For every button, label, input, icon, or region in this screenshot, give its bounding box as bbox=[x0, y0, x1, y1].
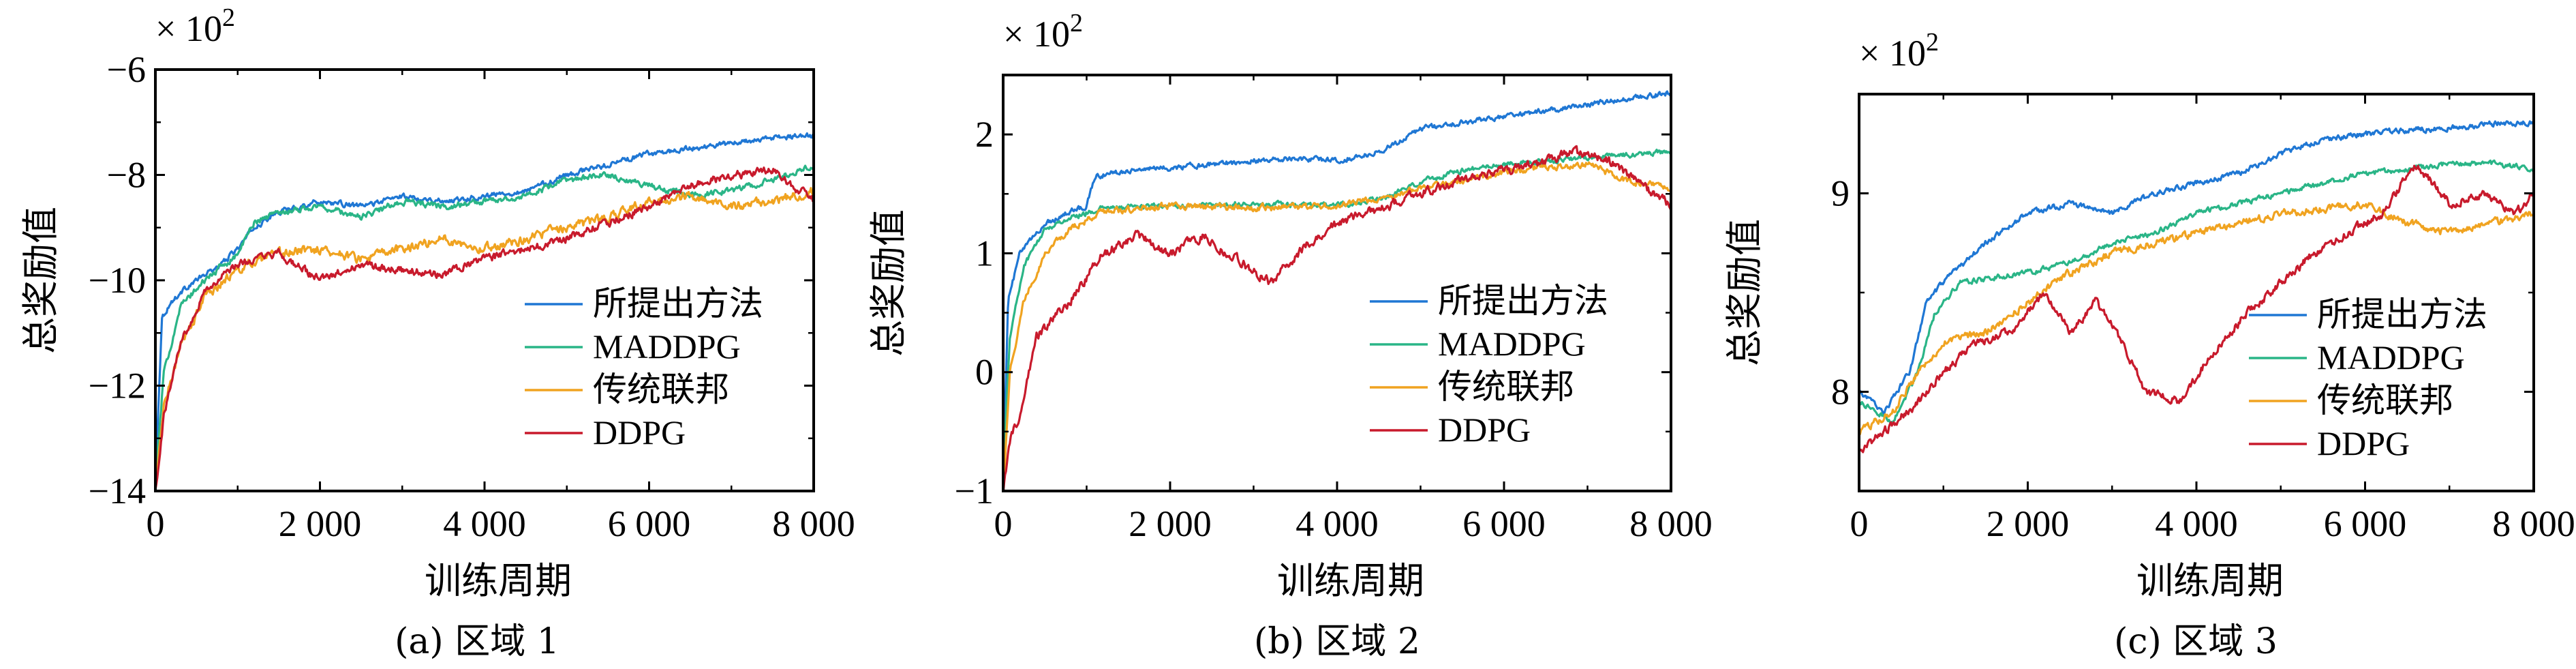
y-axis-title: 总奖励值 bbox=[1723, 219, 1766, 366]
panel-caption: (b) 区域 2 bbox=[1254, 621, 1420, 662]
x-axis-title: 训练周期 bbox=[425, 559, 572, 602]
legend-label: 传统联邦 bbox=[593, 370, 729, 409]
series-line-1 bbox=[1003, 90, 1671, 481]
y-tick-label: 2 bbox=[975, 114, 994, 155]
y-tick-label: −1 bbox=[955, 471, 994, 511]
x-tick-label: 0 bbox=[147, 503, 165, 544]
x-tick-label: 4 000 bbox=[443, 503, 526, 544]
y-tick-label: −8 bbox=[107, 155, 146, 196]
x-tick-label: 4 000 bbox=[1295, 503, 1379, 544]
series-line-3 bbox=[1003, 161, 1671, 491]
y-tick-label: 9 bbox=[1831, 173, 1850, 214]
legend-label: 所提出方法 bbox=[2317, 295, 2487, 334]
chart-panel-3: 0 2 000 4 000 6 000 8 000 8 9 × 102 训练周期 总奖励值所提出方… bbox=[1723, 28, 2575, 662]
legend-label: 所提出方法 bbox=[1438, 281, 1608, 321]
legend-label: DDPG bbox=[2317, 424, 2410, 462]
axis-multiplier: × 102 bbox=[1859, 28, 1939, 74]
legend-label: MADDPG bbox=[2317, 338, 2465, 376]
y-axis-title: 总奖励值 bbox=[19, 207, 62, 354]
series-line-4 bbox=[1859, 164, 2534, 454]
plot-frame bbox=[154, 68, 815, 492]
legend-label: DDPG bbox=[1438, 411, 1531, 449]
x-tick-label: 4 000 bbox=[2155, 503, 2238, 544]
y-tick-label: −10 bbox=[89, 260, 146, 301]
legend-label: 传统联邦 bbox=[2317, 381, 2453, 420]
series-line-4 bbox=[155, 166, 814, 490]
legend-label: 传统联邦 bbox=[1438, 367, 1574, 406]
series-line-1 bbox=[1859, 120, 2534, 415]
y-tick-label: 0 bbox=[975, 352, 994, 393]
y-axis-title: 总奖励值 bbox=[867, 209, 910, 357]
legend-label: MADDPG bbox=[1438, 325, 1586, 363]
panel-caption: (a) 区域 1 bbox=[395, 621, 559, 662]
axis-multiplier: × 102 bbox=[1003, 9, 1083, 55]
y-tick-label: −12 bbox=[89, 366, 146, 406]
x-tick-label: 2 000 bbox=[1129, 503, 1212, 544]
legend-label: DDPG bbox=[593, 413, 686, 451]
plot-frame bbox=[1858, 93, 2535, 492]
series-line-4 bbox=[1003, 145, 1671, 491]
y-tick-label: −14 bbox=[89, 471, 146, 511]
chart-panel-1: 0 2 000 4 000 6 000 8 000 −14 −12 −10 −8 −6× 102 训… bbox=[19, 3, 855, 662]
y-tick-label: 8 bbox=[1831, 372, 1850, 413]
series-line-2 bbox=[155, 164, 814, 486]
panel-caption: (c) 区域 3 bbox=[2114, 621, 2278, 662]
y-tick-label: −6 bbox=[107, 49, 146, 90]
x-tick-label: 0 bbox=[994, 503, 1013, 544]
x-tick-label: 6 000 bbox=[608, 503, 691, 544]
x-tick-label: 0 bbox=[1850, 503, 1869, 544]
legend-label: 所提出方法 bbox=[593, 284, 763, 323]
series-line-2 bbox=[1859, 159, 2534, 425]
x-tick-label: 6 000 bbox=[2324, 503, 2407, 544]
x-axis-title: 训练周期 bbox=[1277, 559, 1424, 602]
series-line-3 bbox=[1859, 201, 2534, 436]
x-tick-label: 2 000 bbox=[1987, 503, 2070, 544]
x-tick-label: 8 000 bbox=[1629, 503, 1713, 544]
axis-multiplier: × 102 bbox=[155, 3, 235, 49]
x-tick-label: 2 000 bbox=[279, 503, 362, 544]
x-tick-label: 8 000 bbox=[2492, 503, 2575, 544]
x-axis-title: 训练周期 bbox=[2136, 559, 2284, 602]
legend-label: MADDPG bbox=[593, 327, 741, 366]
x-tick-label: 8 000 bbox=[772, 503, 855, 544]
y-tick-label: 1 bbox=[975, 233, 994, 273]
x-tick-label: 6 000 bbox=[1462, 503, 1546, 544]
